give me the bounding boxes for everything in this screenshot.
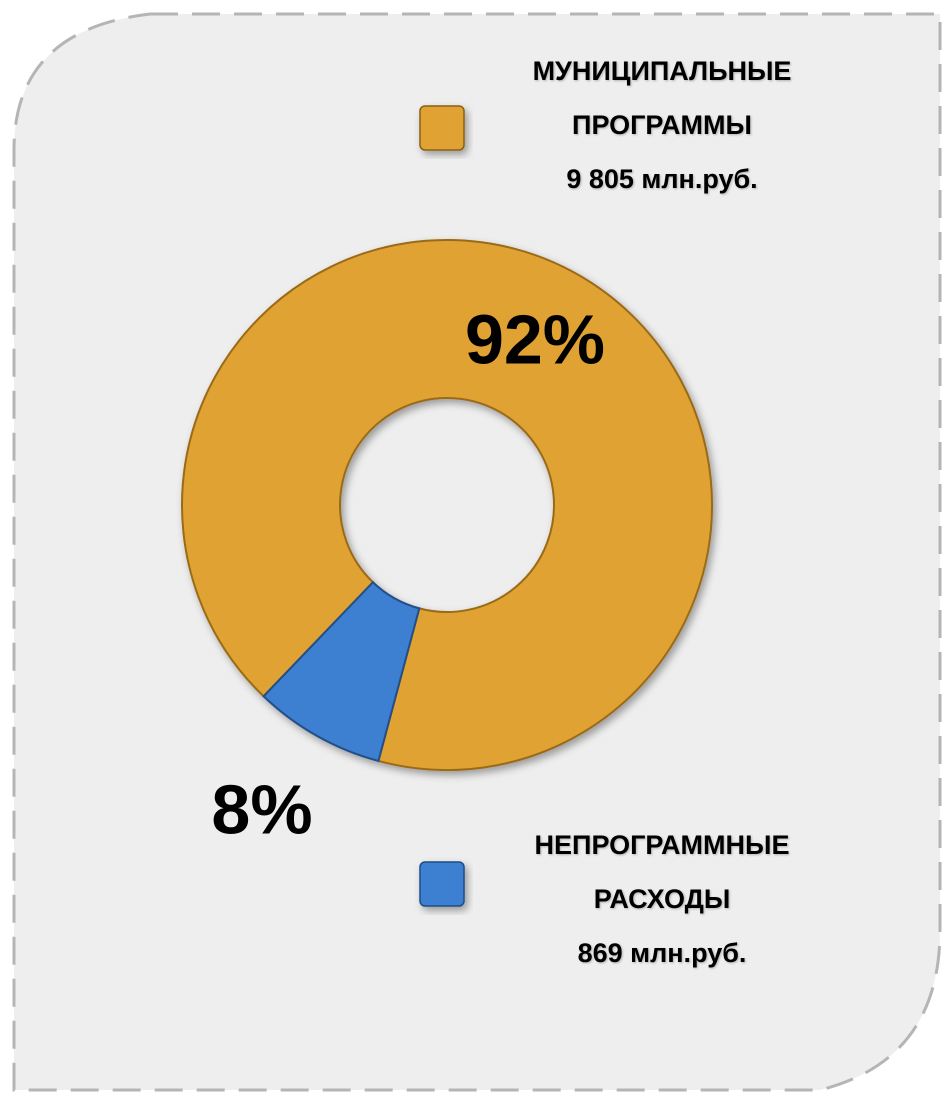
legend-label: МУНИЦИПАЛЬНЫЕ ПРОГРАММЫ [532, 56, 792, 140]
legend-entry: НЕПРОГРАММНЫЕ РАСХОДЫ 869 млн.руб. [472, 818, 852, 980]
legend-swatch [419, 861, 465, 907]
legend-amount: 869 млн.руб. [577, 938, 747, 968]
legend-amount: 9 805 млн.руб. [566, 164, 758, 194]
panel [12, 12, 942, 1092]
donut-slice [262, 580, 421, 763]
donut [181, 239, 713, 771]
slice-label: 8% [211, 770, 312, 848]
legend-swatch [419, 105, 465, 151]
slice-label: 92% [465, 300, 605, 378]
legend-label: НЕПРОГРАММНЫЕ РАСХОДЫ [534, 830, 790, 914]
donut-slice [181, 239, 713, 771]
legend-entry: МУНИЦИПАЛЬНЫЕ ПРОГРАММЫ 9 805 млн.руб. [472, 44, 852, 206]
